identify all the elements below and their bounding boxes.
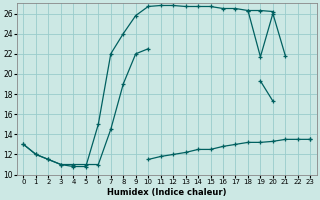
X-axis label: Humidex (Indice chaleur): Humidex (Indice chaleur) xyxy=(107,188,227,197)
